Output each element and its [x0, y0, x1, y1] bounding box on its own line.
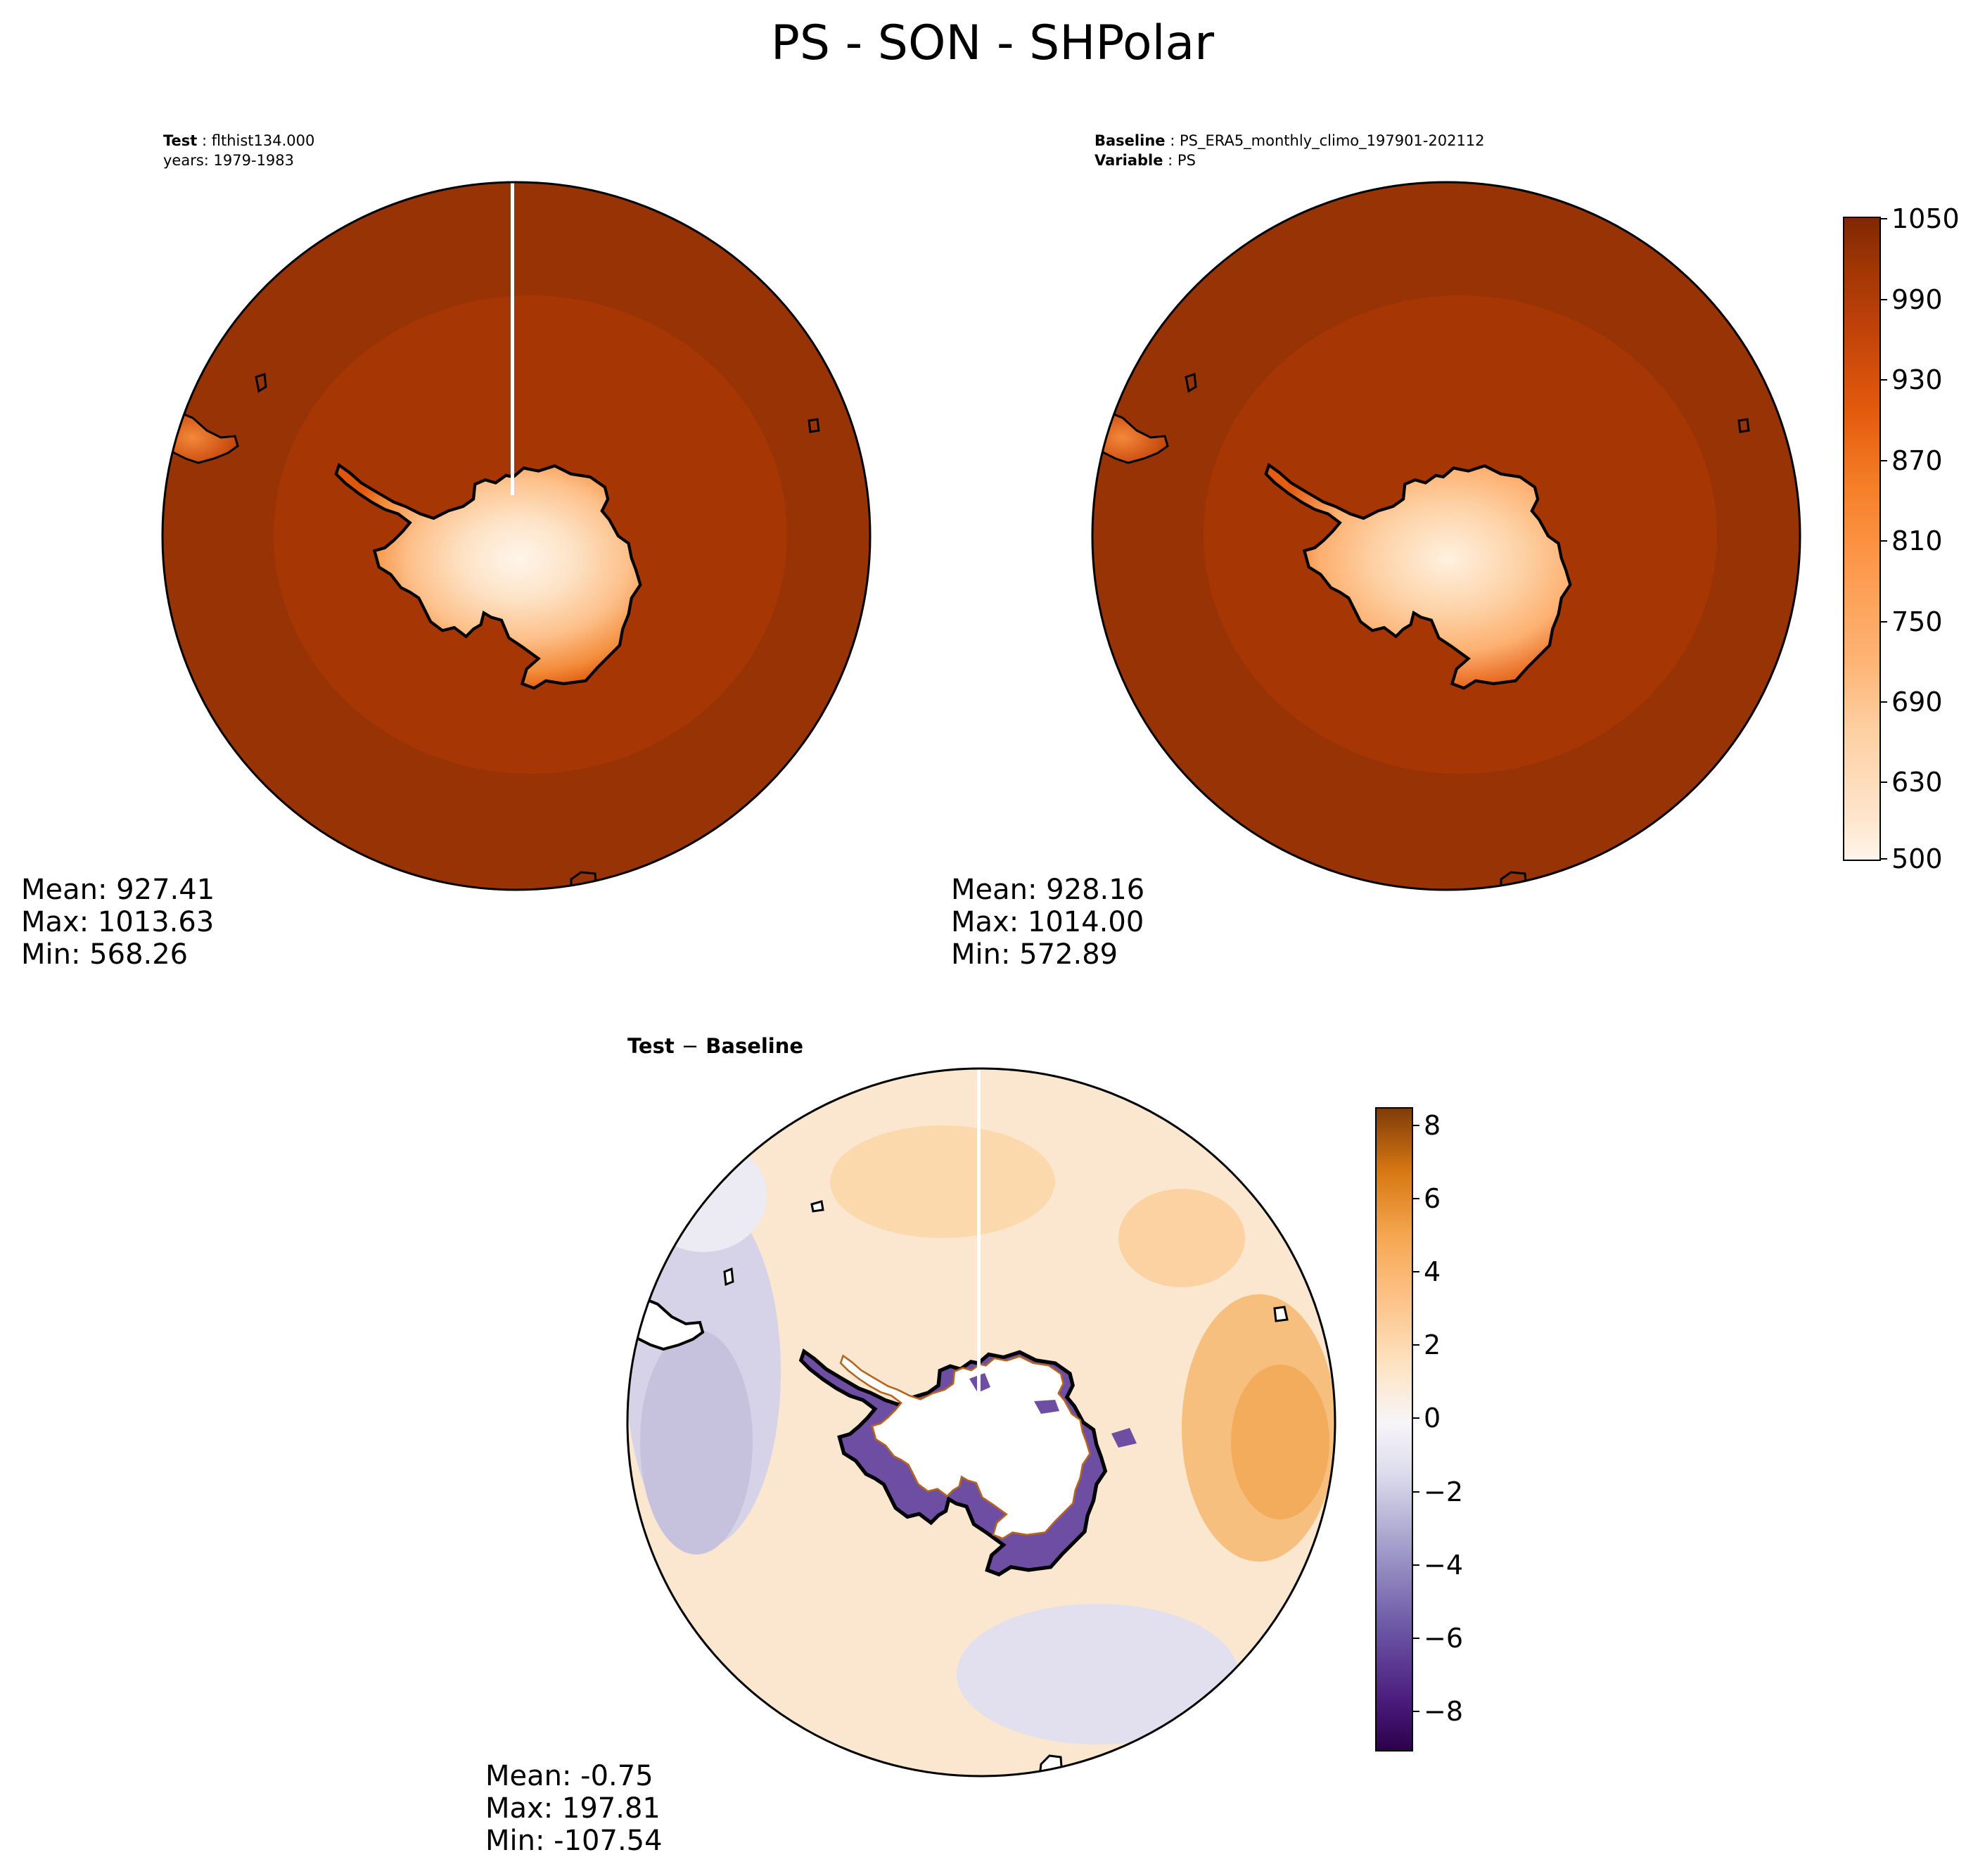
ps-colorbar-tick-label: 750 [1891, 606, 1943, 637]
ps-colorbar-tick-label: 990 [1891, 284, 1943, 315]
diff-min: Min: -107.54 [485, 1825, 663, 1857]
diff-header: Test − Baseline [627, 1034, 803, 1058]
ps-colorbar-tick-label: 1050 [1891, 203, 1960, 234]
ps-colorbar-tick-label: 870 [1891, 445, 1943, 476]
ps-colorbar-tick-label: 930 [1891, 364, 1943, 395]
test-map [161, 181, 872, 891]
diff-map [626, 1067, 1336, 1778]
diff-map-frame [626, 1067, 1336, 1778]
diff-colorbar-tick-label: 4 [1424, 1256, 1441, 1287]
baseline-variable-value: PS [1177, 152, 1196, 169]
baseline-min: Min: 572.89 [951, 938, 1118, 971]
diff-header-left: Test [627, 1034, 675, 1058]
test-min: Min: 568.26 [21, 938, 189, 971]
diff-stats: Mean: -0.75 Max: 197.81 Min: -107.54 [485, 1760, 663, 1857]
test-header-value: flthist134.000 [211, 132, 315, 149]
ps-colorbar-tick-label: 500 [1891, 843, 1943, 874]
figure-title: PS - SON - SHPolar [770, 15, 1215, 71]
baseline-max: Max: 1014.00 [951, 906, 1144, 938]
ps-colorbar-tick-label: 810 [1891, 525, 1943, 556]
diff-header-op: − [681, 1034, 699, 1058]
diff-mean: Mean: -0.75 [485, 1760, 653, 1792]
baseline-map [1091, 181, 1801, 891]
diff-colorbar: 8 6 4 2 0 −2 −4 −6 −8 [1375, 1107, 1463, 1751]
diff-colorbar-tick-label: −2 [1424, 1476, 1463, 1507]
ps-colorbar-tick-label: 630 [1891, 767, 1943, 798]
diff-header-right: Baseline [706, 1034, 804, 1058]
test-header-years: years: 1979-1983 [163, 152, 295, 169]
baseline-map-frame [1091, 181, 1801, 891]
ps-colorbar-ticks: 1050 990 930 870 810 750 690 630 500 [1880, 203, 1960, 874]
diff-colorbar-tick-label: −8 [1424, 1696, 1463, 1727]
diff-colorbar-tick-label: 6 [1424, 1183, 1441, 1214]
diff-colorbar-ticks: 8 6 4 2 0 −2 −4 −6 −8 [1412, 1110, 1463, 1727]
diff-colorbar-tick-label: 2 [1424, 1329, 1441, 1360]
test-stats: Mean: 927.41 Max: 1013.63 Min: 568.26 [21, 874, 215, 971]
test-header-key: Test [163, 132, 198, 149]
diff-max: Max: 197.81 [485, 1792, 660, 1825]
baseline-stats: Mean: 928.16 Max: 1014.00 Min: 572.89 [951, 874, 1144, 971]
ps-colorbar-ramp [1843, 217, 1881, 861]
baseline-mean: Mean: 928.16 [951, 874, 1145, 906]
ps-colorbar-tick-label: 690 [1891, 687, 1943, 717]
test-mean: Mean: 927.41 [21, 874, 215, 906]
baseline-header-value: PS_ERA5_monthly_climo_197901-202112 [1179, 132, 1485, 149]
diff-colorbar-tick-label: −4 [1424, 1550, 1463, 1581]
baseline-header-key: Baseline [1094, 132, 1166, 149]
test-header: Test : flthist134.000 years: 1979-1983 [163, 132, 315, 169]
test-max: Max: 1013.63 [21, 906, 215, 938]
ps-colorbar: 1050 990 930 870 810 750 690 630 500 [1843, 203, 1960, 874]
diff-colorbar-tick-label: −6 [1424, 1623, 1463, 1654]
baseline-variable-key: Variable [1094, 152, 1163, 169]
diff-colorbar-tick-label: 8 [1424, 1110, 1441, 1141]
diff-colorbar-ramp [1375, 1107, 1413, 1751]
baseline-header: Baseline : PS_ERA5_monthly_climo_197901-… [1094, 132, 1485, 169]
test-map-frame [161, 181, 872, 891]
diff-colorbar-tick-label: 0 [1424, 1403, 1441, 1434]
